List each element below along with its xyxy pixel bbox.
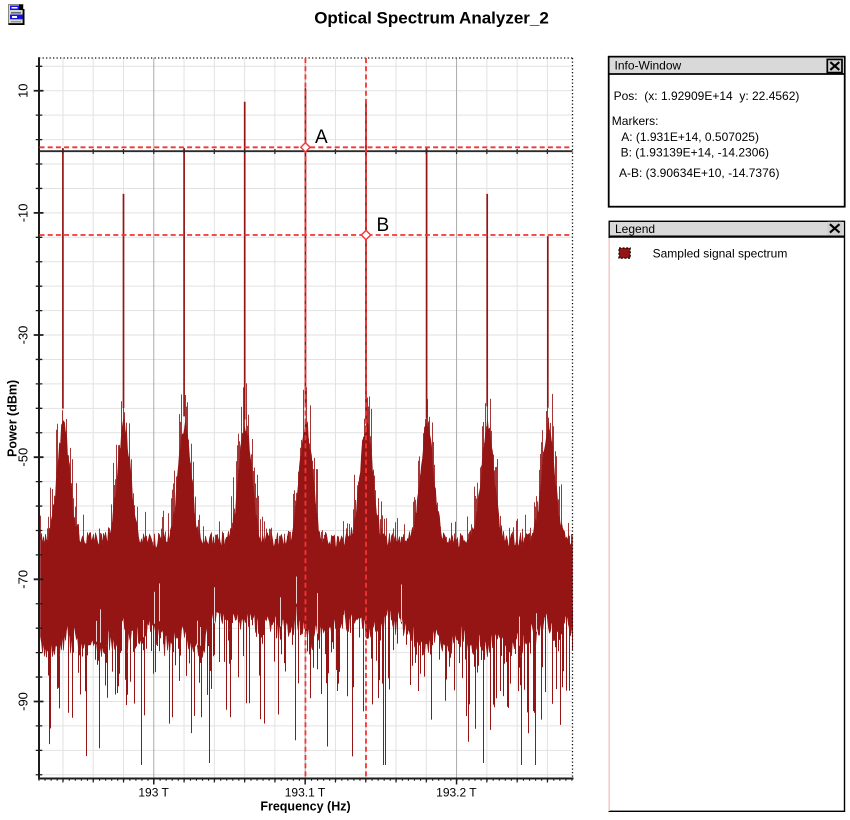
svg-text:Pos: (x: 1.92909E+14 y: 22.4: Pos: (x: 1.92909E+14 y: 22.4562) <box>614 89 800 103</box>
svg-text:Markers:: Markers: <box>612 114 659 128</box>
svg-text:Sampled signal spectrum: Sampled signal spectrum <box>653 246 788 260</box>
svg-text:B: B <box>377 215 390 236</box>
svg-text:Legend: Legend <box>615 222 655 236</box>
svg-text:A-B: (3.90634E+10, -14.7376): A-B: (3.90634E+10, -14.7376) <box>619 166 779 180</box>
svg-text:Optical Spectrum Analyzer_2: Optical Spectrum Analyzer_2 <box>314 8 549 27</box>
svg-text:A: (1.931E+14, 0.507025): A: (1.931E+14, 0.507025) <box>621 130 759 144</box>
svg-text:-30: -30 <box>16 326 31 345</box>
svg-text:-50: -50 <box>16 448 31 467</box>
svg-text:-10: -10 <box>16 204 31 223</box>
svg-text:Power (dBm): Power (dBm) <box>6 380 20 457</box>
svg-text:Info-Window: Info-Window <box>615 59 682 73</box>
svg-text:193.1 T: 193.1 T <box>285 786 326 800</box>
svg-text:193.2 T: 193.2 T <box>436 786 477 800</box>
svg-text:10: 10 <box>16 83 31 97</box>
svg-text:193 T: 193 T <box>138 786 169 800</box>
svg-text:-90: -90 <box>16 692 31 711</box>
svg-text:-70: -70 <box>16 570 31 589</box>
svg-text:Frequency (Hz): Frequency (Hz) <box>260 800 350 814</box>
svg-text:A: A <box>315 127 328 148</box>
svg-text:B: (1.93139E+14, -14.2306): B: (1.93139E+14, -14.2306) <box>621 146 769 160</box>
